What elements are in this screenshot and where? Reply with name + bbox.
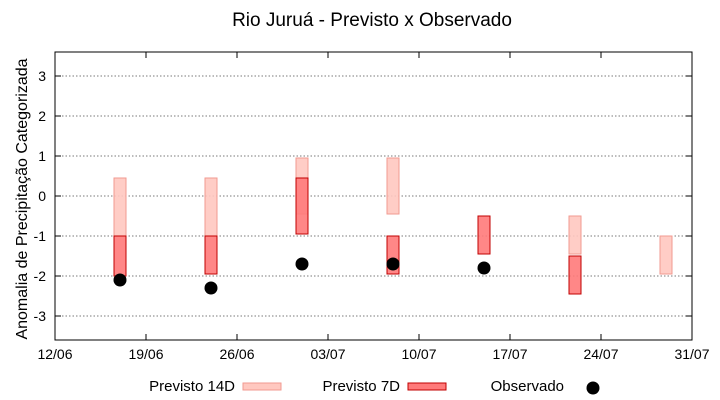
legend-label-previsto-7d: Previsto 7D	[322, 378, 400, 395]
x-tick-label: 12/06	[37, 346, 72, 362]
x-tick-label: 31/07	[674, 346, 709, 362]
point-observado	[204, 281, 218, 295]
x-tick-label: 24/07	[583, 346, 618, 362]
bar-previsto-14d	[568, 215, 582, 255]
x-tick-label: 19/06	[128, 346, 163, 362]
legend-label-observado: Observado	[491, 378, 564, 395]
point-observado	[477, 261, 491, 275]
y-tick-label: 3	[38, 68, 46, 84]
x-tick-label: 17/07	[492, 346, 527, 362]
legend-swatch-previsto-14d	[242, 382, 282, 391]
y-tick-label: 2	[38, 108, 46, 124]
x-tick-label: 26/06	[219, 346, 254, 362]
point-observado	[113, 273, 127, 287]
chart-title: Rio Juruá - Previsto x Observado	[232, 10, 512, 31]
point-observado	[295, 257, 309, 271]
legend-swatch-observado	[586, 381, 600, 395]
bar-previsto-7d	[295, 177, 309, 235]
legend: Previsto 14D Previsto 7D Observado	[149, 378, 600, 395]
bar-previsto-14d	[659, 235, 673, 275]
plot-area: 3 2 1 0 -1 -2 -3 12/06 19/06 26/06 03/07 10/07 17/07…	[34, 51, 710, 362]
bar-previsto-7d	[113, 235, 127, 277]
legend-label-previsto-14d: Previsto 14D	[149, 378, 235, 395]
bar-previsto-7d	[477, 215, 491, 255]
bar-previsto-14d	[204, 177, 218, 237]
point-observado	[386, 257, 400, 271]
bar-previsto-7d	[204, 235, 218, 275]
y-tick-label: -3	[34, 308, 47, 324]
bar-previsto-14d	[113, 177, 127, 237]
y-tick-label: 1	[38, 148, 46, 164]
bar-previsto-7d	[568, 255, 582, 295]
x-tick-label: 10/07	[401, 346, 436, 362]
y-tick-label: 0	[38, 188, 46, 204]
x-tick-label: 03/07	[310, 346, 345, 362]
legend-swatch-previsto-7d	[407, 382, 447, 391]
plot-border	[54, 51, 693, 341]
y-tick-label: -1	[34, 228, 47, 244]
y-axis-label: Anomalia de Precipitação Categorizada	[14, 58, 31, 339]
bar-previsto-14d	[386, 157, 400, 215]
y-tick-label: -2	[34, 268, 47, 284]
